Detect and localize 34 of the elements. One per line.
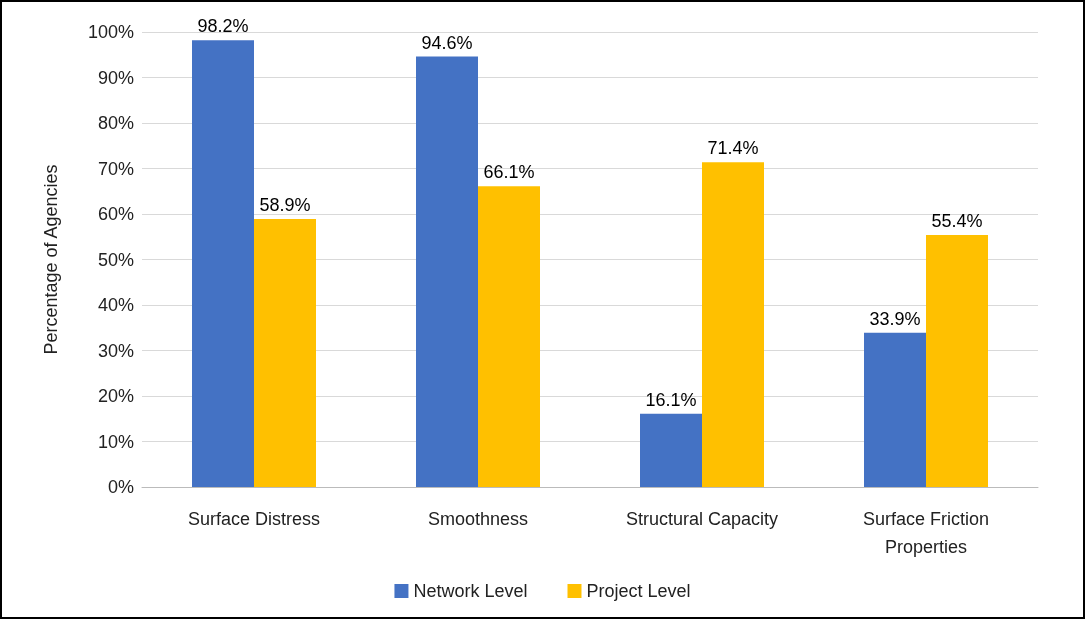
data-label: 58.9% [259,195,311,216]
y-axis-title: Percentage of Agencies [41,164,61,355]
x-tick-label: Structural Capacity [625,509,779,529]
y-tick-label: 50% [97,249,134,270]
data-label: 94.6% [421,32,473,53]
data-label: 66.1% [483,162,535,183]
y-tick-label: 10% [97,431,134,452]
y-tick-label: 40% [97,295,134,315]
bar [254,219,316,487]
bar [926,234,988,487]
legend-label: Project Level [586,581,691,601]
y-tick-label: 20% [97,386,134,406]
data-label: 98.2% [197,16,249,37]
y-tick-label: 100% [87,22,134,42]
y-tick-label: 90% [97,67,134,88]
bar [192,40,254,487]
x-tick-label: Surface Friction Properties [862,509,990,557]
data-label: 33.9% [869,308,921,329]
y-tick-label: 30% [97,340,134,361]
data-label: 16.1% [645,389,697,410]
bar [702,162,764,487]
bar [864,332,926,487]
x-tick-label: Surface Distress [187,509,321,529]
y-tick-label: 70% [97,158,134,179]
y-tick-label: 0% [107,477,134,497]
data-label: 71.4% [707,138,759,159]
y-tick-label: 60% [97,204,134,224]
bar [478,186,540,487]
bar [416,56,478,487]
legend-label: Network Level [413,581,528,601]
data-label: 55.4% [931,210,983,231]
x-tick-label: Smoothness [427,509,529,529]
y-tick-label: 80% [97,113,134,133]
bar [640,413,702,487]
